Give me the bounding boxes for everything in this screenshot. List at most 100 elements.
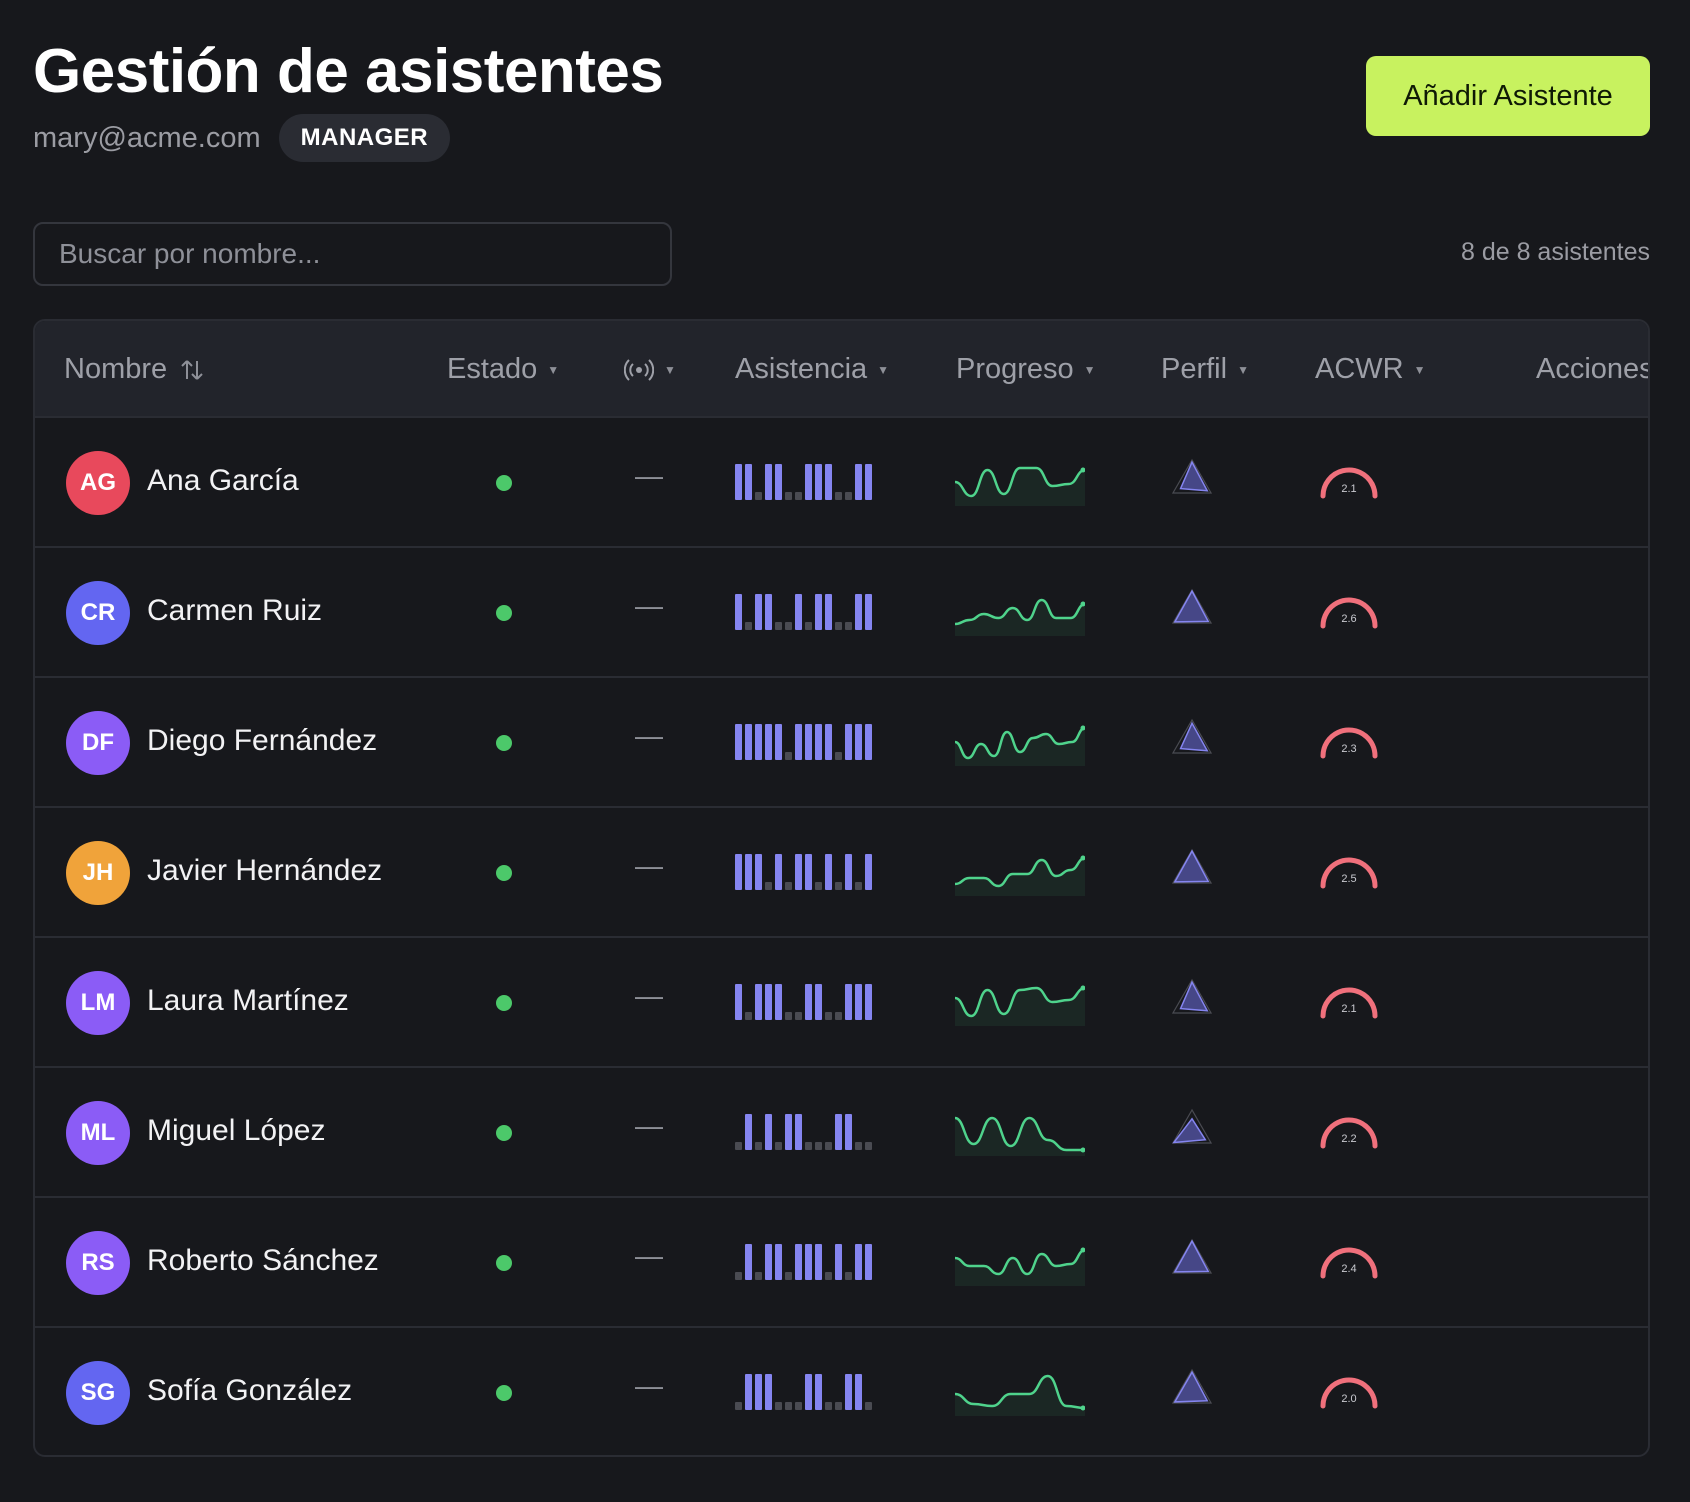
attendance-bar-absent [795, 1402, 802, 1410]
attendance-bar-present [845, 854, 852, 890]
attendance-bar-present [815, 724, 822, 760]
acwr-gauge-fill [1320, 467, 1375, 499]
attendance-bar-present [755, 594, 762, 630]
radar-grid [1171, 978, 1213, 1014]
attendance-bar-present [735, 464, 742, 500]
progress-sparkline [955, 1374, 1085, 1416]
assistant-name[interactable]: Diego Fernández [147, 724, 378, 757]
acwr-value: 2.1 [1341, 1003, 1356, 1015]
attendance-bar-present [845, 724, 852, 760]
attendance-bar-present [835, 1244, 842, 1280]
role-badge: MANAGER [278, 114, 451, 162]
acwr-gauge-fill [1320, 1247, 1367, 1279]
attendance-bar-absent [755, 1142, 762, 1150]
attendance-bar-present [845, 1374, 852, 1410]
attendance-bar-present [825, 464, 832, 500]
attendance-bar-present [865, 984, 872, 1020]
attendance-bar-absent [845, 622, 852, 630]
attendance-bar-absent [835, 1402, 842, 1410]
acwr-gauge: 2.4 [1320, 1247, 1378, 1279]
column-header-name[interactable]: Nombre [64, 321, 205, 418]
attendance-bar-present [855, 464, 862, 500]
attendance-bar-present [765, 1374, 772, 1410]
attendance-bar-absent [805, 622, 812, 630]
progress-end-point [1080, 601, 1085, 607]
acwr-gauge: 2.1 [1320, 987, 1378, 1019]
attendance-bar-present [865, 724, 872, 760]
progress-end-point [1080, 985, 1085, 991]
table-body: AG Ana García — 2.1 CR Carmen Ruiz — 2.6 DF Diego… [35, 418, 1648, 1455]
radar-shape [1173, 1239, 1210, 1273]
acwr-value: 2.3 [1341, 743, 1356, 755]
attendance-bar-absent [785, 752, 792, 760]
signal-value: — [635, 720, 663, 751]
progress-sparkline [955, 1116, 1085, 1156]
attendance-bar-present [865, 594, 872, 630]
acwr-gauge-rest [1369, 1001, 1378, 1019]
table-row[interactable]: LM Laura Martínez — 2.1 [35, 938, 1648, 1068]
attendance-bar-present [755, 984, 762, 1020]
signal-value: — [635, 1240, 663, 1271]
table-row[interactable]: SG Sofía González — 2.0 [35, 1328, 1648, 1455]
table-row[interactable]: RS Roberto Sánchez — 2.4 [35, 1198, 1648, 1328]
page-title: Gestión de asistentes [33, 37, 664, 106]
table-row[interactable]: JH Javier Hernández — 2.5 [35, 808, 1648, 938]
column-header-progress[interactable]: Progreso ▼ [956, 321, 1096, 418]
column-header-profile[interactable]: Perfil ▼ [1161, 321, 1249, 418]
attendance-bar-present [765, 724, 772, 760]
attendance-bar-present [735, 984, 742, 1020]
attendance-bar-present [825, 594, 832, 630]
progress-line [955, 466, 1085, 498]
signal-value: — [635, 980, 663, 1011]
profile-radar-chart [1171, 458, 1213, 494]
add-assistant-button[interactable]: Añadir Asistente [1366, 56, 1650, 136]
assistant-name[interactable]: Javier Hernández [147, 854, 383, 887]
attendance-bar-absent [735, 1402, 742, 1410]
attendance-bar-present [865, 464, 872, 500]
attendance-bar-absent [845, 492, 852, 500]
status-indicator [496, 865, 512, 881]
progress-area [955, 600, 1085, 636]
profile-radar-chart [1171, 1238, 1213, 1274]
attendance-bar-present [865, 1244, 872, 1280]
attendance-chart [735, 984, 872, 1020]
attendance-bar-absent [755, 492, 762, 500]
assistant-name[interactable]: Roberto Sánchez [147, 1244, 379, 1277]
radar-shape [1173, 589, 1210, 623]
attendance-bar-absent [825, 1012, 832, 1020]
attendance-bar-absent [825, 1272, 832, 1280]
column-header-acwr[interactable]: ACWR ▼ [1315, 321, 1426, 418]
table-row[interactable]: CR Carmen Ruiz — 2.6 [35, 548, 1648, 678]
assistant-name[interactable]: Ana García [147, 464, 299, 497]
attendance-bar-present [775, 984, 782, 1020]
assistants-table: Nombre Estado ▼ ▼ Asistencia ▼ Progreso … [33, 319, 1650, 1457]
table-row[interactable]: ML Miguel López — 2.2 [35, 1068, 1648, 1198]
column-header-signal[interactable]: ▼ [624, 321, 676, 418]
column-header-status[interactable]: Estado ▼ [447, 321, 559, 418]
progress-end-point [1080, 1405, 1085, 1411]
attendance-bar-absent [785, 622, 792, 630]
table-row[interactable]: AG Ana García — 2.1 [35, 418, 1648, 548]
assistant-name[interactable]: Miguel López [147, 1114, 326, 1147]
progress-line [955, 1374, 1085, 1410]
progress-end-point [1080, 467, 1085, 473]
search-input[interactable] [33, 222, 672, 286]
avatar: SG [66, 1361, 130, 1425]
radar-grid [1171, 1238, 1213, 1274]
progress-line [955, 726, 1085, 760]
column-header-attendance[interactable]: Asistencia ▼ [735, 321, 889, 418]
attendance-bar-present [805, 854, 812, 890]
radar-shape [1179, 980, 1209, 1012]
table-row[interactable]: DF Diego Fernández — 2.3 [35, 678, 1648, 808]
avatar: CR [66, 581, 130, 645]
chevron-down-icon: ▼ [664, 362, 676, 377]
attendance-bar-present [755, 724, 762, 760]
assistant-name[interactable]: Carmen Ruiz [147, 594, 323, 627]
acwr-gauge-fill [1320, 1377, 1370, 1409]
assistant-name[interactable]: Sofía González [147, 1374, 353, 1407]
assistant-name[interactable]: Laura Martínez [147, 984, 349, 1017]
attendance-bar-present [805, 1374, 812, 1410]
progress-sparkline [955, 1247, 1085, 1286]
column-header-progress-label: Progreso [956, 353, 1074, 385]
acwr-gauge-rest [1369, 481, 1378, 499]
